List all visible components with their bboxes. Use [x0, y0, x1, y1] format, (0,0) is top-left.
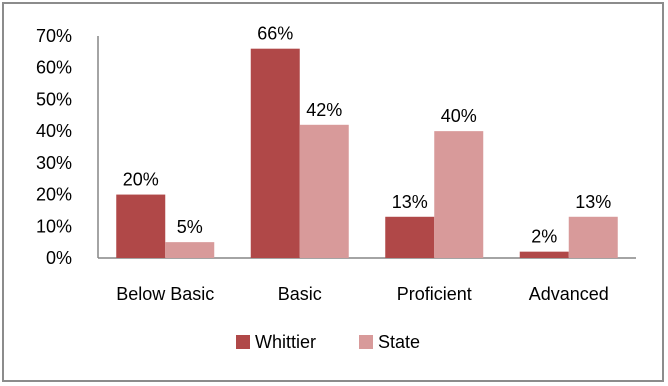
y-tick-label: 60%	[36, 58, 72, 78]
data-label: 20%	[123, 170, 159, 190]
x-tick-label: Proficient	[397, 284, 472, 304]
data-label: 42%	[306, 100, 342, 120]
x-tick-label: Basic	[278, 284, 322, 304]
data-labels: 20% 5% 66% 42% 13% 40% 2% 13%	[123, 24, 612, 247]
legend-label-whittier: Whittier	[255, 332, 316, 352]
bar-state-advanced	[568, 216, 618, 258]
y-tick-label: 10%	[36, 216, 72, 236]
y-tick-label: 50%	[36, 89, 72, 109]
bar-state-basic	[299, 124, 349, 258]
bar-whittier-basic	[250, 48, 300, 258]
bar-state-proficient	[434, 131, 484, 258]
x-tick-label: Advanced	[529, 284, 609, 304]
legend-label-state: State	[378, 332, 420, 352]
data-label: 2%	[531, 227, 557, 247]
y-tick-label: 70%	[36, 26, 72, 46]
bar-whittier-proficient	[385, 216, 435, 258]
y-tick-label: 20%	[36, 185, 72, 205]
legend-swatch-state	[359, 335, 373, 349]
data-label: 66%	[257, 24, 293, 44]
data-label: 13%	[575, 192, 611, 212]
x-tick-label: Below Basic	[116, 284, 214, 304]
y-tick-label: 0%	[46, 248, 72, 268]
x-tick-labels: Below Basic Basic Proficient Advanced	[116, 284, 609, 304]
y-tick-labels: 0% 10% 20% 30% 40% 50% 60% 70%	[36, 26, 72, 268]
data-label: 40%	[441, 106, 477, 126]
legend-swatch-whittier	[236, 335, 250, 349]
bar-state-below-basic	[165, 242, 215, 258]
bar-whittier-advanced	[519, 251, 569, 258]
chart-bars	[116, 48, 618, 258]
y-tick-label: 40%	[36, 121, 72, 141]
bar-whittier-below-basic	[116, 194, 166, 258]
y-tick-label: 30%	[36, 153, 72, 173]
legend: Whittier State	[236, 332, 420, 352]
data-label: 5%	[177, 217, 203, 237]
data-label: 13%	[392, 192, 428, 212]
